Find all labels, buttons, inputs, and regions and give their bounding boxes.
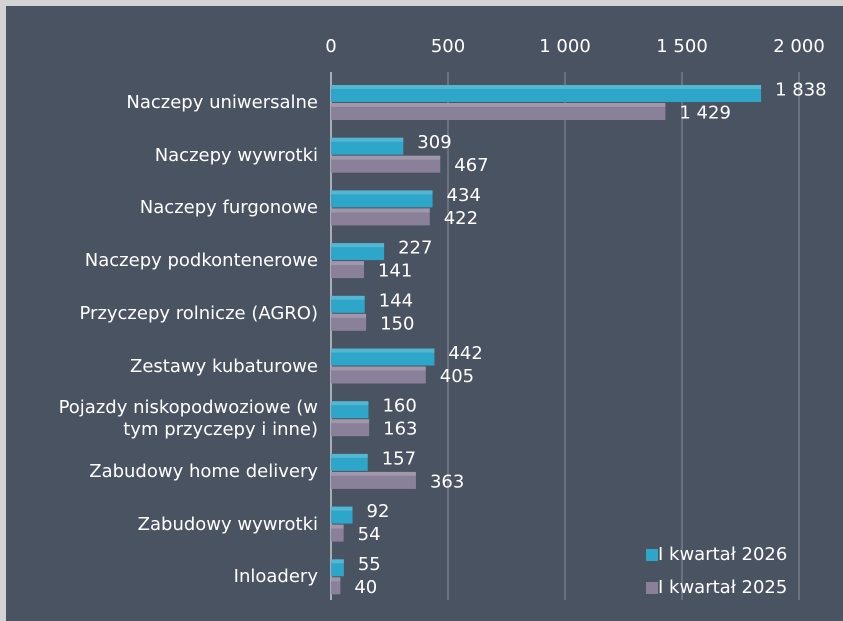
bar-shine bbox=[331, 524, 344, 529]
data-label: 227 bbox=[398, 238, 432, 259]
data-label: 144 bbox=[379, 290, 413, 311]
x-tick-label: 0 bbox=[325, 36, 336, 57]
bar bbox=[331, 261, 364, 279]
bar bbox=[331, 295, 365, 313]
x-tick-label: 1 000 bbox=[539, 36, 591, 57]
bar-shine bbox=[331, 366, 426, 371]
bar-shine bbox=[331, 137, 404, 142]
bar-shine bbox=[331, 295, 365, 300]
bar-shine bbox=[331, 85, 762, 89]
y-tick-label: Naczepy podkontenerowe bbox=[84, 250, 318, 272]
y-tick-label: Naczepy wywrotki bbox=[154, 144, 318, 166]
y-tick-label: Inloadery bbox=[233, 566, 318, 588]
data-label: 157 bbox=[382, 448, 416, 469]
legend-swatch bbox=[646, 582, 658, 594]
bar bbox=[331, 208, 430, 226]
x-tick-label: 1 500 bbox=[656, 36, 708, 57]
bar-shine bbox=[331, 243, 385, 248]
y-tick-label: Naczepy furgonowe bbox=[139, 197, 318, 219]
data-label: 422 bbox=[444, 208, 478, 229]
data-label: 442 bbox=[448, 343, 482, 364]
bar-shine bbox=[331, 419, 370, 424]
data-label: 150 bbox=[380, 313, 414, 334]
bar bbox=[331, 577, 341, 595]
data-label: 1 838 bbox=[775, 80, 827, 101]
data-label: 92 bbox=[367, 501, 390, 522]
data-label: 54 bbox=[358, 524, 381, 545]
bar bbox=[331, 524, 344, 542]
y-tick-label: Zabudowy wywrotki bbox=[137, 513, 318, 535]
bar-shine bbox=[331, 471, 416, 476]
bar bbox=[331, 506, 353, 524]
data-label: 55 bbox=[358, 554, 381, 575]
data-label: 160 bbox=[382, 396, 416, 417]
data-label: 141 bbox=[378, 261, 412, 282]
legend-label: I kwartał 2025 bbox=[658, 577, 787, 598]
bar-shine bbox=[331, 103, 666, 107]
data-label: 163 bbox=[383, 419, 417, 440]
bar bbox=[331, 190, 433, 208]
bar bbox=[331, 366, 426, 384]
y-tick-label: Zestawy kubaturowe bbox=[130, 355, 318, 377]
bar bbox=[331, 85, 762, 102]
bar bbox=[331, 471, 416, 489]
bar-shine bbox=[331, 453, 368, 458]
bar-shine bbox=[331, 155, 441, 160]
bar bbox=[331, 559, 344, 577]
bar-shine bbox=[331, 208, 430, 213]
data-label: 40 bbox=[354, 577, 377, 598]
y-tick-label: Pojazdy niskopodwoziowe (w tym przyczepy… bbox=[58, 397, 318, 441]
bar bbox=[331, 453, 368, 471]
bar-shine bbox=[331, 401, 369, 406]
data-label: 363 bbox=[430, 471, 464, 492]
legend-label: I kwartał 2026 bbox=[658, 544, 787, 565]
bar-shine bbox=[331, 261, 364, 266]
bar bbox=[331, 155, 441, 173]
bar-shine bbox=[331, 348, 435, 353]
bar-shine bbox=[331, 577, 341, 582]
bar bbox=[331, 137, 404, 155]
x-tick-label: 2 000 bbox=[773, 36, 825, 57]
bar-shine bbox=[331, 559, 344, 564]
data-label: 467 bbox=[454, 155, 488, 176]
data-label: 309 bbox=[417, 132, 451, 153]
y-tick-label: Zabudowy home delivery bbox=[89, 460, 318, 482]
data-label: 434 bbox=[447, 185, 481, 206]
bar bbox=[331, 348, 435, 366]
bar-shine bbox=[331, 313, 367, 318]
legend-swatch bbox=[646, 549, 658, 561]
bar bbox=[331, 313, 367, 331]
bar-shine bbox=[331, 506, 353, 511]
y-tick-label: Przyczepy rolnicze (AGRO) bbox=[79, 302, 319, 324]
bar bbox=[331, 243, 385, 261]
bar bbox=[331, 419, 370, 437]
bar-shine bbox=[331, 190, 433, 195]
bar bbox=[331, 401, 369, 419]
bar bbox=[331, 103, 666, 120]
x-tick-label: 500 bbox=[431, 36, 465, 57]
data-label: 1 429 bbox=[679, 103, 731, 124]
y-tick-label: Naczepy uniwersalne bbox=[126, 92, 318, 113]
data-label: 405 bbox=[440, 366, 474, 387]
